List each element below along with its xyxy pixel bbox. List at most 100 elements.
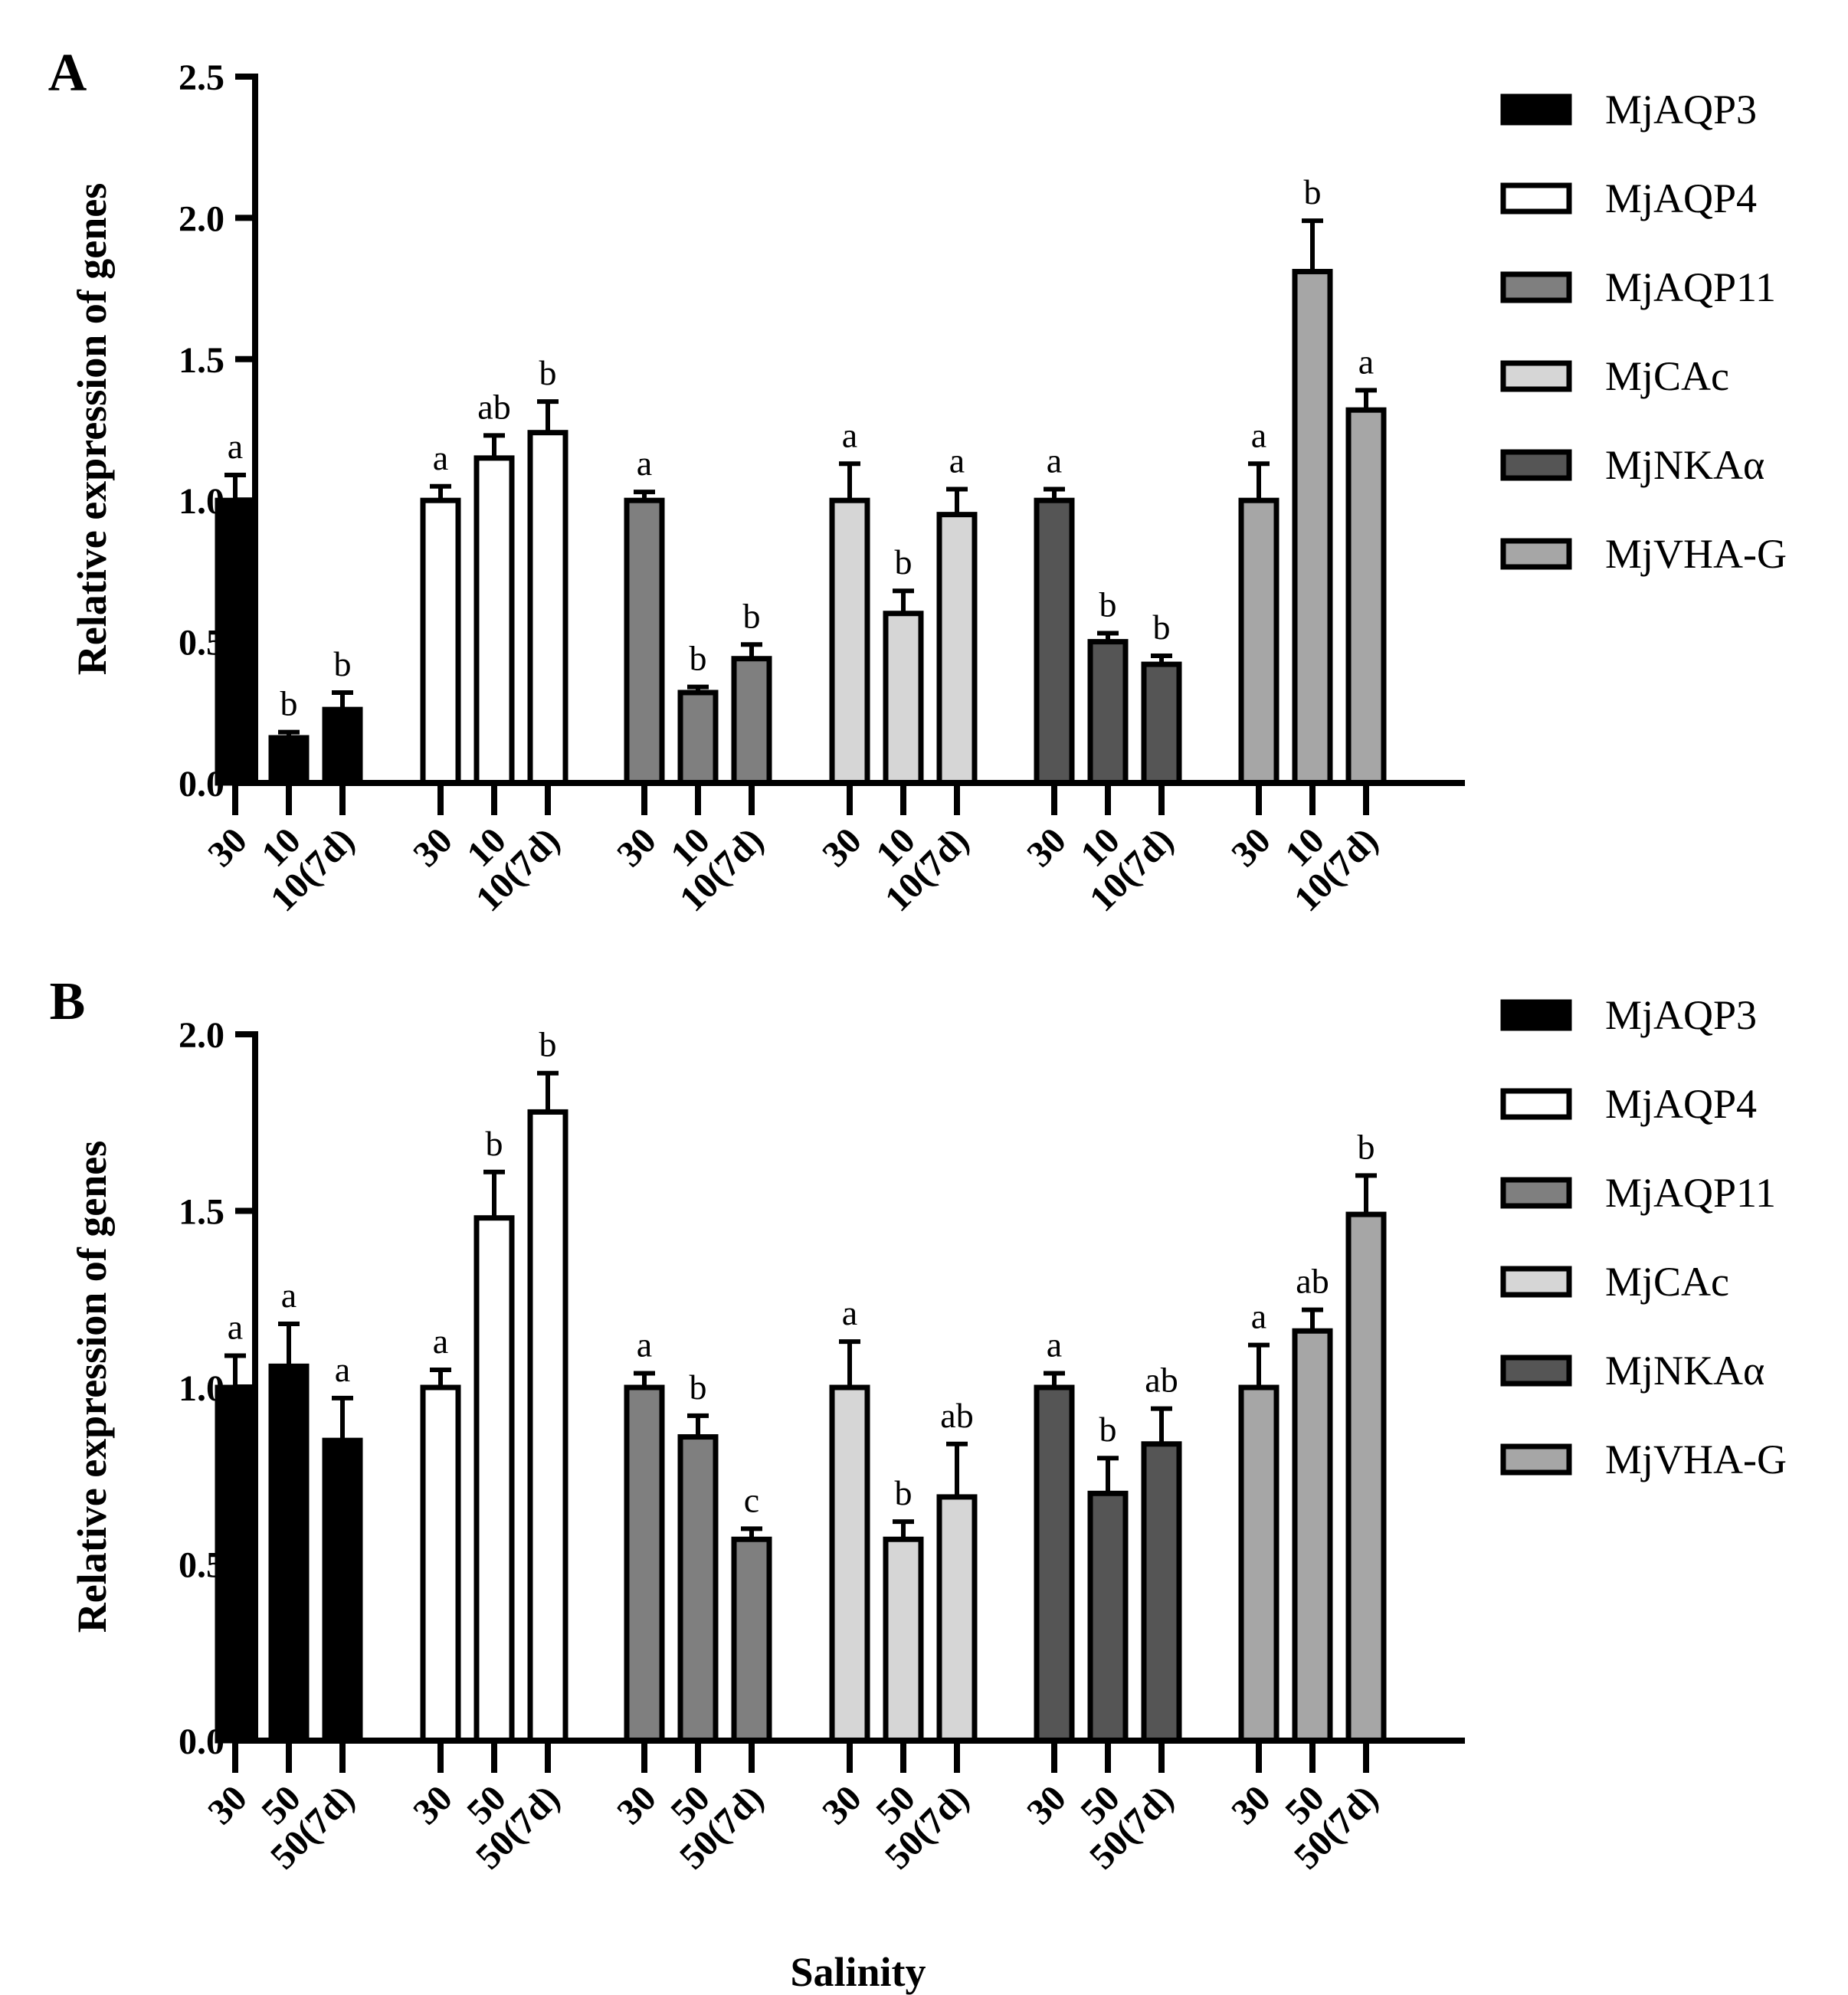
bar bbox=[883, 1536, 924, 1744]
legend-label: MjAQP3 bbox=[1605, 992, 1757, 1038]
significance-letter: a bbox=[335, 1350, 350, 1389]
panel-label: B bbox=[50, 972, 86, 1031]
significance-letter: b bbox=[280, 684, 298, 723]
x-tick-label: 30 bbox=[1019, 820, 1073, 874]
bar bbox=[731, 656, 772, 786]
legend-label: MjCAc bbox=[1605, 1259, 1729, 1305]
bar bbox=[936, 512, 978, 786]
x-tick-label: 30 bbox=[814, 1777, 869, 1832]
legend-swatch bbox=[1500, 271, 1572, 303]
legend-swatch bbox=[1500, 1443, 1572, 1476]
bar bbox=[1034, 497, 1075, 786]
bar bbox=[624, 1384, 665, 1744]
x-tick-label: 30 bbox=[1224, 1777, 1278, 1832]
legend-label: MjAQP11 bbox=[1605, 1170, 1776, 1216]
legend-swatch bbox=[1500, 538, 1572, 570]
bar bbox=[420, 497, 461, 786]
panel-label: A bbox=[48, 44, 87, 103]
bar bbox=[1141, 1441, 1182, 1744]
y-axis-title: Relative expression of genes bbox=[69, 1141, 115, 1633]
bar bbox=[1292, 268, 1333, 786]
legend-label: MjAQP4 bbox=[1605, 1081, 1757, 1127]
bar bbox=[829, 1384, 870, 1744]
bar bbox=[1345, 1211, 1387, 1744]
legend-swatch bbox=[1500, 1177, 1572, 1209]
bar bbox=[1141, 661, 1182, 786]
legend-label: MjNKAα bbox=[1605, 1348, 1764, 1394]
legend-label: MjAQP11 bbox=[1605, 264, 1776, 310]
significance-letter: b bbox=[743, 596, 761, 635]
significance-letter: a bbox=[433, 438, 448, 477]
significance-letter: a bbox=[637, 1325, 652, 1364]
significance-letter: b bbox=[539, 1025, 557, 1064]
bar bbox=[527, 430, 568, 786]
bar bbox=[677, 690, 719, 786]
legend-label: MjVHA-G bbox=[1605, 531, 1787, 577]
significance-letter: b bbox=[1304, 172, 1322, 211]
significance-letter: b bbox=[895, 1473, 913, 1512]
significance-letter: a bbox=[1251, 1297, 1266, 1336]
bar bbox=[1087, 1490, 1129, 1744]
x-tick-label: 30 bbox=[405, 820, 460, 874]
significance-letter: ab bbox=[1296, 1262, 1329, 1301]
significance-letter: b bbox=[1099, 585, 1117, 624]
legend-swatch bbox=[1500, 1088, 1572, 1120]
bar bbox=[473, 1215, 515, 1744]
significance-letter: b bbox=[539, 353, 557, 392]
significance-letter: ab bbox=[1145, 1361, 1178, 1400]
significance-letter: b bbox=[334, 644, 352, 683]
y-tick-label: 2.0 bbox=[179, 198, 224, 239]
significance-letter: a bbox=[949, 441, 965, 480]
bar bbox=[1238, 497, 1280, 786]
significance-letter: b bbox=[486, 1124, 503, 1163]
significance-letter: a bbox=[637, 444, 652, 483]
x-tick-label: 30 bbox=[814, 820, 869, 874]
bar bbox=[1034, 1384, 1075, 1744]
significance-letter: a bbox=[842, 415, 857, 454]
significance-letter: b bbox=[1153, 608, 1171, 647]
legend-swatch bbox=[1500, 449, 1572, 481]
y-axis-title: Relative expression of genes bbox=[69, 183, 115, 675]
legend-label: MjNKAα bbox=[1605, 442, 1764, 488]
x-tick-label: 30 bbox=[200, 1777, 254, 1832]
significance-letter: a bbox=[228, 427, 243, 466]
bar bbox=[1292, 1328, 1333, 1744]
legend-label: MjCAc bbox=[1605, 353, 1729, 399]
legend-label: MjAQP4 bbox=[1605, 175, 1757, 221]
bar bbox=[1087, 639, 1129, 786]
bar bbox=[268, 1363, 310, 1744]
y-tick-label: 2.5 bbox=[179, 57, 224, 98]
bar bbox=[829, 497, 870, 786]
significance-letter: a bbox=[433, 1322, 448, 1361]
bar bbox=[677, 1434, 719, 1744]
significance-letter: b bbox=[690, 1368, 707, 1407]
y-tick-label: 1.5 bbox=[179, 1192, 224, 1233]
significance-letter: b bbox=[895, 542, 913, 581]
x-tick-label: 30 bbox=[405, 1777, 460, 1832]
significance-letter: a bbox=[842, 1293, 857, 1332]
bar bbox=[215, 1384, 256, 1744]
bar bbox=[1238, 1384, 1280, 1744]
significance-letter: b bbox=[1358, 1127, 1375, 1166]
legend-swatch bbox=[1500, 93, 1572, 126]
legend-swatch bbox=[1500, 1355, 1572, 1387]
significance-letter: ab bbox=[940, 1396, 973, 1435]
bar bbox=[322, 706, 363, 786]
legend-swatch bbox=[1500, 1266, 1572, 1298]
legend-swatch bbox=[1500, 999, 1572, 1031]
bar bbox=[322, 1437, 363, 1744]
x-tick-label: 30 bbox=[1019, 1777, 1073, 1832]
bar bbox=[1345, 407, 1387, 786]
bar bbox=[527, 1109, 568, 1744]
legend-swatch bbox=[1500, 360, 1572, 392]
bar bbox=[215, 497, 256, 786]
bar bbox=[268, 735, 310, 786]
x-axis-title: Salinity bbox=[790, 1949, 926, 1995]
legend-label: MjVHA-G bbox=[1605, 1436, 1787, 1482]
x-tick-label: 30 bbox=[609, 1777, 664, 1832]
bar bbox=[883, 611, 924, 786]
legend-swatch bbox=[1500, 182, 1572, 215]
significance-letter: a bbox=[281, 1276, 297, 1315]
